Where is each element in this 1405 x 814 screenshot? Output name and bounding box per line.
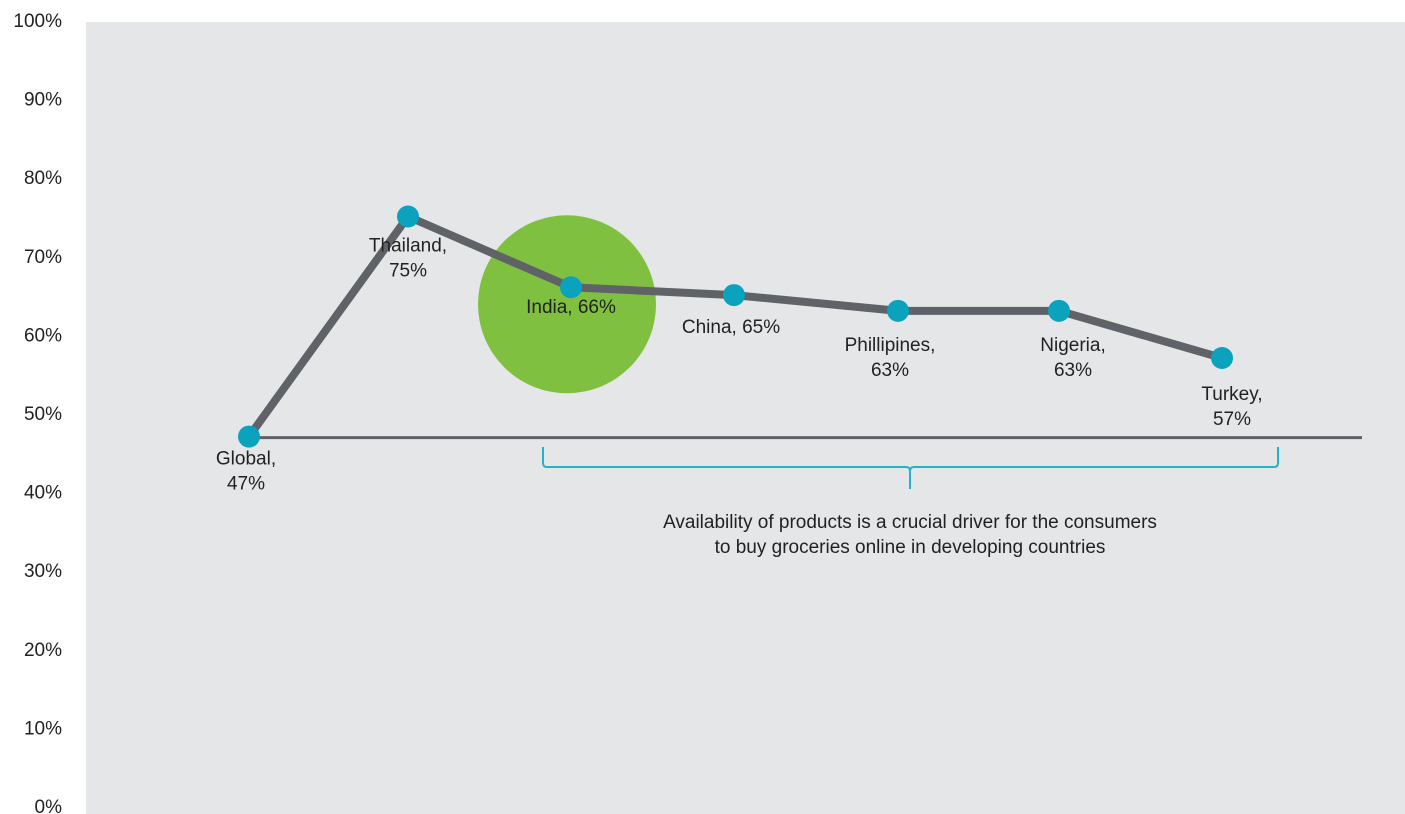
data-point-turkey <box>1211 346 1233 369</box>
y-tick-label: 50% <box>24 404 62 425</box>
y-tick-label: 70% <box>24 247 62 268</box>
point-labels: Global, 47% Thailand, 75% India, 66% China, 6… <box>216 236 1263 495</box>
plot-background <box>86 22 1405 814</box>
y-tick-label: 90% <box>24 90 62 111</box>
point-label-turkey: Turkey, 57% <box>1201 384 1262 430</box>
annotation-text: Availability of products is a crucial dr… <box>663 512 1157 558</box>
y-tick-label: 30% <box>24 561 62 582</box>
point-label-china: China, 65% <box>682 317 780 338</box>
y-tick-label: 20% <box>24 640 62 661</box>
point-label-phillipines: Phillipines, 63% <box>845 335 936 381</box>
y-tick-label: 10% <box>24 718 62 739</box>
y-tick-label: 40% <box>24 483 62 504</box>
y-tick-label: 0% <box>35 797 63 814</box>
y-tick-label: 80% <box>24 168 62 189</box>
data-point-global <box>238 425 260 448</box>
point-label-nigeria: Nigeria, 63% <box>1040 335 1105 381</box>
y-axis: 0% 10% 20% 30% 40% 50% 60% 70% 80% 90% 100% <box>13 11 62 814</box>
data-point-thailand <box>397 205 419 228</box>
data-points <box>238 205 1233 448</box>
annotation-bracket <box>542 447 1279 489</box>
point-label-global: Global, 47% <box>216 449 276 495</box>
y-tick-label: 100% <box>13 11 62 32</box>
y-tick-label: 60% <box>24 325 62 346</box>
point-label-thailand: Thailand, 75% <box>369 236 447 282</box>
point-label-india: India, 66% <box>526 297 616 318</box>
data-point-india <box>560 276 582 299</box>
data-point-china <box>723 284 745 307</box>
data-point-nigeria <box>1048 299 1070 322</box>
highlight-circle <box>478 215 656 394</box>
data-point-phillipines <box>887 299 909 322</box>
